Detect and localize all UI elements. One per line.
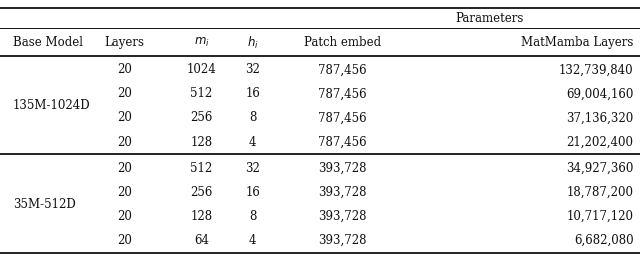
Text: 21,202,400: 21,202,400 <box>566 135 634 149</box>
Text: 512: 512 <box>191 87 212 100</box>
Text: $m_i$: $m_i$ <box>194 36 209 49</box>
Text: 4: 4 <box>249 234 257 247</box>
Text: 34,927,360: 34,927,360 <box>566 162 634 175</box>
Text: 787,456: 787,456 <box>318 87 367 100</box>
Text: 8: 8 <box>249 111 257 125</box>
Text: 20: 20 <box>117 63 132 76</box>
Text: 512: 512 <box>191 162 212 175</box>
Text: Layers: Layers <box>105 36 145 49</box>
Text: 32: 32 <box>245 162 260 175</box>
Text: 256: 256 <box>191 111 212 125</box>
Text: 1024: 1024 <box>187 63 216 76</box>
Text: 20: 20 <box>117 87 132 100</box>
Text: 32: 32 <box>245 63 260 76</box>
Text: 393,728: 393,728 <box>318 186 367 199</box>
Text: 4: 4 <box>249 135 257 149</box>
Text: 393,728: 393,728 <box>318 162 367 175</box>
Text: 787,456: 787,456 <box>318 135 367 149</box>
Text: Parameters: Parameters <box>456 12 524 25</box>
Text: 6,682,080: 6,682,080 <box>574 234 634 247</box>
Text: 128: 128 <box>191 135 212 149</box>
Text: 20: 20 <box>117 234 132 247</box>
Text: Patch embed: Patch embed <box>304 36 381 49</box>
Text: 20: 20 <box>117 135 132 149</box>
Text: Base Model: Base Model <box>13 36 83 49</box>
Text: 35M-512D: 35M-512D <box>13 198 76 211</box>
Text: $h_i$: $h_i$ <box>247 35 259 51</box>
Text: 132,739,840: 132,739,840 <box>559 63 634 76</box>
Text: 20: 20 <box>117 210 132 223</box>
Text: 135M-1024D: 135M-1024D <box>13 99 90 112</box>
Text: 69,004,160: 69,004,160 <box>566 87 634 100</box>
Text: 18,787,200: 18,787,200 <box>566 186 634 199</box>
Text: 787,456: 787,456 <box>318 63 367 76</box>
Text: 393,728: 393,728 <box>318 234 367 247</box>
Text: 16: 16 <box>245 87 260 100</box>
Text: 20: 20 <box>117 162 132 175</box>
Text: 16: 16 <box>245 186 260 199</box>
Text: 20: 20 <box>117 186 132 199</box>
Text: 393,728: 393,728 <box>318 210 367 223</box>
Text: 20: 20 <box>117 111 132 125</box>
Text: 10,717,120: 10,717,120 <box>566 210 634 223</box>
Text: 787,456: 787,456 <box>318 111 367 125</box>
Text: 37,136,320: 37,136,320 <box>566 111 634 125</box>
Text: 64: 64 <box>194 234 209 247</box>
Text: MatMamba Layers: MatMamba Layers <box>521 36 634 49</box>
Text: 8: 8 <box>249 210 257 223</box>
Text: 128: 128 <box>191 210 212 223</box>
Text: 256: 256 <box>191 186 212 199</box>
